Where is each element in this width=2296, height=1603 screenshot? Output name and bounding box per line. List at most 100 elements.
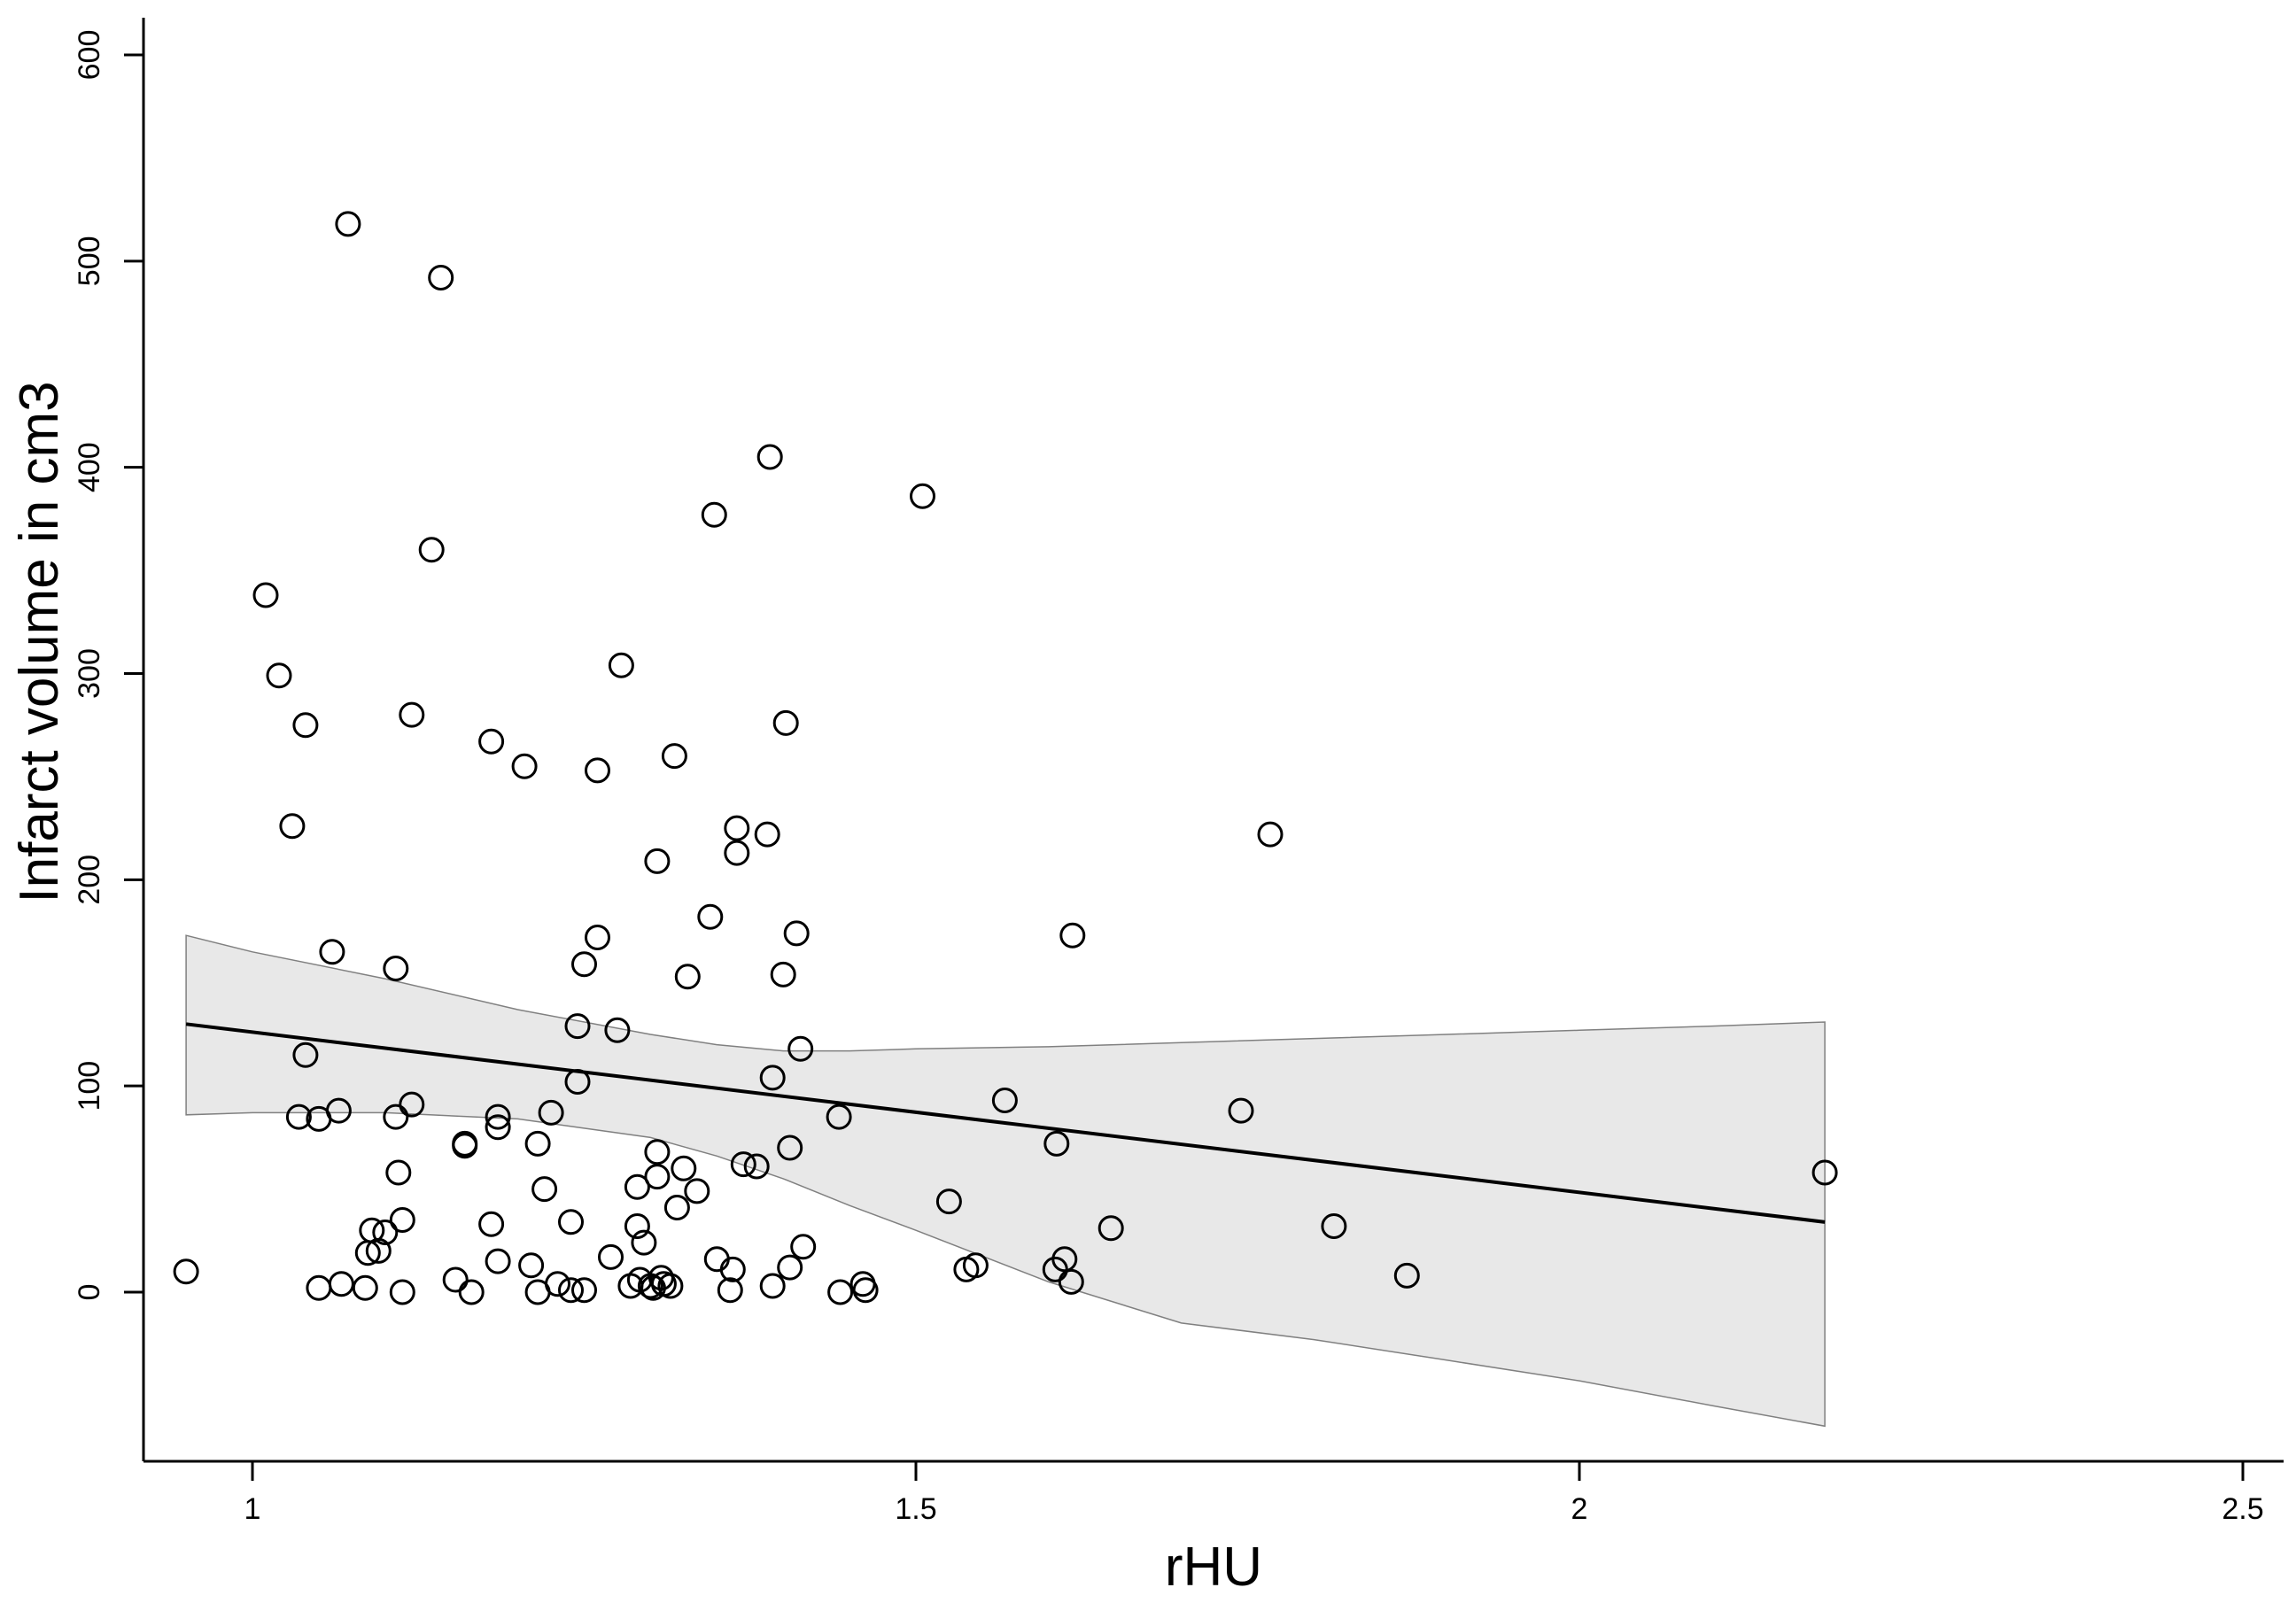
data-point: [724, 815, 750, 841]
data-point: [756, 444, 783, 470]
data-point: [385, 1159, 412, 1186]
data-point: [1051, 1246, 1078, 1273]
ticks-layer: 1 1.5 2 2.5 0 100 200 300 400 500 600: [73, 30, 2264, 1526]
data-point: [485, 1248, 511, 1274]
data-point: [1393, 1262, 1420, 1289]
data-point: [511, 753, 538, 779]
y-tick-label: 600: [73, 30, 106, 81]
data-point: [383, 1104, 409, 1130]
data-point: [1321, 1213, 1347, 1239]
data-point: [485, 1104, 511, 1130]
data-point: [644, 1164, 671, 1190]
data-point: [545, 1271, 570, 1297]
data-point: [787, 1035, 814, 1062]
data-point: [1043, 1130, 1070, 1157]
data-point: [558, 1277, 584, 1304]
data-point: [389, 1279, 415, 1305]
data-point: [777, 1134, 803, 1161]
data-point: [558, 1209, 584, 1235]
x-tick-label: 1: [244, 1492, 261, 1526]
data-point: [325, 1097, 352, 1124]
confidence-band-layer: [185, 934, 1826, 1428]
data-point: [442, 1266, 469, 1293]
data-point: [279, 813, 306, 840]
data-point: [428, 265, 454, 290]
data-point: [1058, 1268, 1084, 1295]
data-point: [826, 1104, 852, 1130]
data-point: [671, 1155, 697, 1181]
data-point: [935, 1189, 962, 1215]
x-tick-label: 1.5: [895, 1492, 936, 1526]
data-point: [399, 1091, 425, 1118]
data-point: [585, 757, 610, 784]
data-point: [531, 1176, 558, 1203]
data-point: [478, 728, 505, 755]
data-point: [644, 848, 671, 874]
data-point: [319, 939, 345, 965]
y-tick-label: 0: [73, 1284, 106, 1301]
data-point: [631, 1229, 657, 1256]
data-point: [743, 1153, 770, 1180]
data-point: [1811, 1159, 1838, 1186]
data-point: [772, 709, 799, 736]
data-point: [759, 1273, 786, 1299]
data-point: [719, 1256, 746, 1282]
data-point: [991, 1088, 1018, 1113]
data-point: [389, 1207, 415, 1233]
confidence-band: [185, 934, 1826, 1428]
data-point: [644, 1139, 671, 1165]
data-point: [383, 956, 409, 981]
data-point: [335, 211, 361, 237]
data-point: [608, 652, 634, 678]
data-point: [564, 1013, 591, 1040]
data-point: [418, 537, 445, 563]
y-tick-label: 500: [73, 236, 106, 286]
data-point: [524, 1130, 551, 1157]
data-point: [1257, 821, 1284, 848]
data-point: [292, 712, 319, 739]
data-point: [674, 964, 701, 990]
y-tick-label: 200: [73, 855, 106, 905]
data-point: [538, 1099, 564, 1126]
data-point: [585, 925, 610, 950]
regression-line: [185, 1022, 1826, 1224]
data-point: [624, 1213, 650, 1239]
data-point: [173, 1258, 199, 1285]
data-point: [759, 1065, 786, 1091]
data-point: [770, 961, 796, 987]
data-point: [790, 1234, 817, 1260]
data-point: [452, 1133, 478, 1159]
data-point: [452, 1130, 478, 1157]
data-point: [783, 920, 810, 947]
data-point: [717, 1277, 743, 1304]
data-point: [365, 1237, 392, 1264]
data-point: [485, 1114, 511, 1141]
data-point: [328, 1271, 354, 1297]
data-point: [701, 501, 727, 528]
data-point: [571, 1277, 597, 1304]
data-point: [604, 1017, 631, 1043]
data-point: [352, 1274, 378, 1301]
data-point: [827, 1279, 854, 1305]
data-point: [458, 1279, 485, 1305]
data-point: [962, 1252, 989, 1279]
axes-layer: [142, 18, 2284, 1463]
y-tick-label: 100: [73, 1061, 106, 1111]
data-point: [724, 840, 750, 866]
data-point: [285, 1104, 312, 1130]
data-point: [478, 1211, 505, 1237]
data-points-layer: [173, 211, 1838, 1305]
data-point: [910, 483, 935, 509]
data-point: [518, 1252, 545, 1279]
data-point: [252, 582, 279, 608]
y-tick-label: 400: [73, 442, 106, 492]
data-point: [266, 662, 292, 689]
data-point: [306, 1274, 332, 1301]
data-point: [292, 1042, 319, 1068]
data-point: [663, 1195, 690, 1220]
data-point: [624, 1173, 650, 1200]
data-point: [657, 1273, 684, 1299]
y-axis-title: Infarct volume in cm3: [9, 381, 70, 902]
data-point: [730, 1151, 756, 1178]
